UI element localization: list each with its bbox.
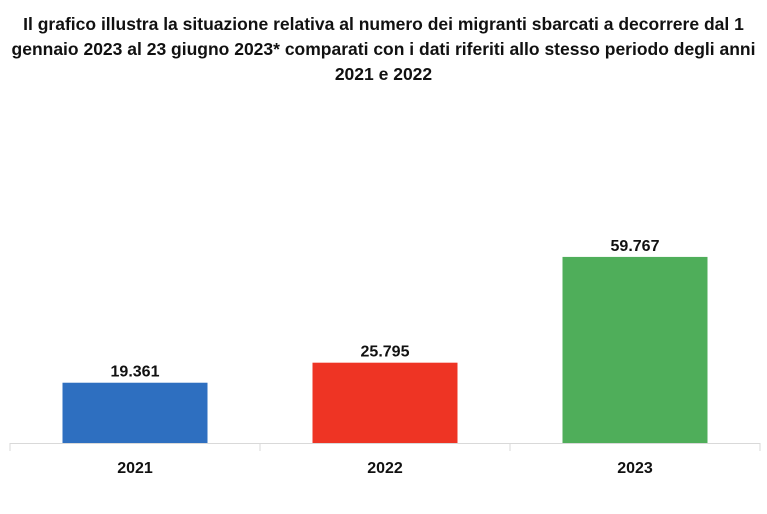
bar-2022 bbox=[312, 362, 458, 443]
value-label-2021: 19.361 bbox=[111, 364, 160, 381]
x-tick-label-2022: 2022 bbox=[367, 460, 403, 477]
bar-2021 bbox=[62, 382, 208, 443]
tick-labels-group: 2021 2022 2023 bbox=[117, 460, 653, 477]
bars-group bbox=[62, 256, 708, 443]
value-labels-group: 19.361 25.795 59.767 bbox=[111, 238, 660, 381]
x-axis bbox=[9, 443, 761, 451]
value-label-2022: 25.795 bbox=[361, 344, 410, 361]
x-tick-label-2021: 2021 bbox=[117, 460, 153, 477]
bar-2023 bbox=[562, 256, 708, 443]
chart-title: Il grafico illustra la situazione relati… bbox=[11, 14, 756, 84]
x-tick-label-2023: 2023 bbox=[617, 460, 653, 477]
value-label-2023: 59.767 bbox=[611, 238, 660, 255]
